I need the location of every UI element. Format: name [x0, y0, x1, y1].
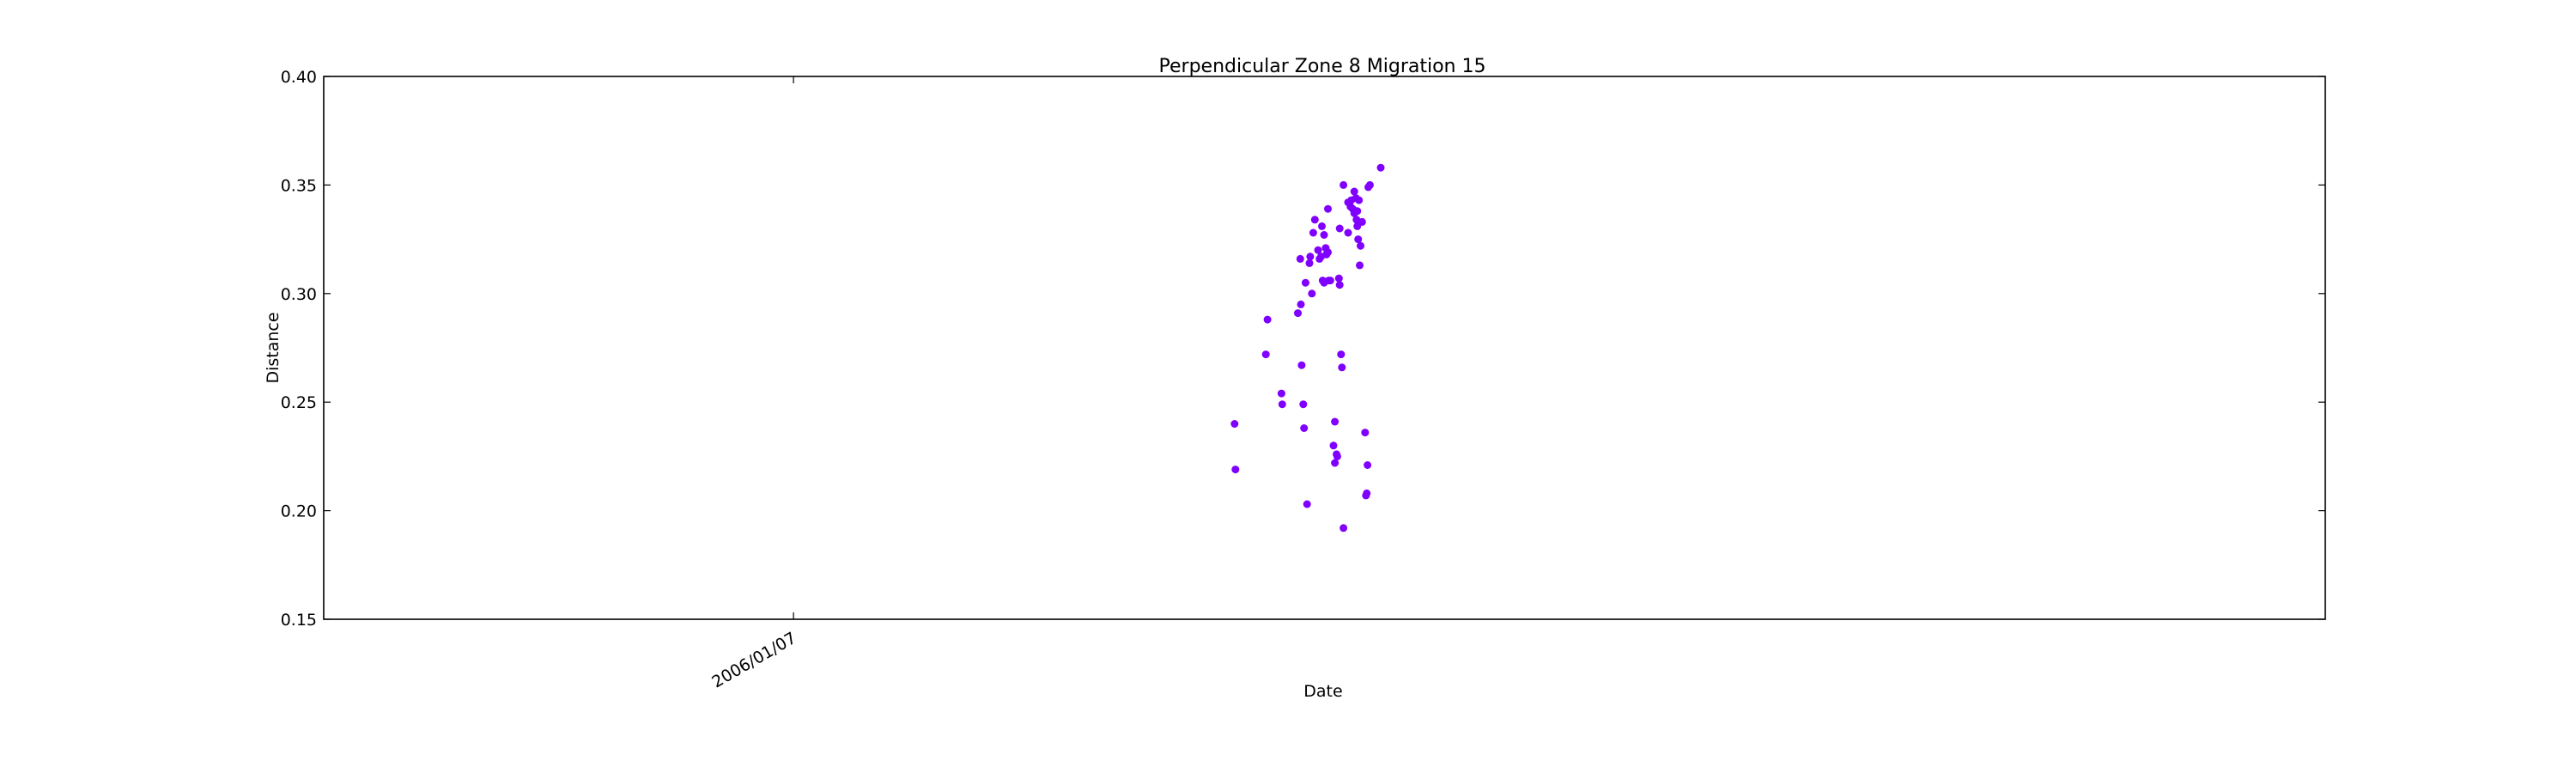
data-point	[1297, 361, 1306, 369]
data-points	[1230, 163, 1385, 533]
data-point	[1340, 524, 1348, 533]
x-axis-label: Date	[1303, 682, 1342, 701]
chart-title: Perpendicular Zone 8 Migration 15	[1159, 56, 1486, 77]
data-point	[1306, 253, 1315, 261]
data-point	[1309, 228, 1317, 237]
data-point	[1364, 461, 1372, 469]
data-point	[1318, 222, 1326, 230]
data-point	[1357, 241, 1364, 250]
data-point	[1326, 277, 1334, 285]
data-point	[1355, 196, 1364, 204]
data-point	[1314, 246, 1322, 254]
data-point	[1303, 500, 1311, 508]
data-point	[1231, 466, 1240, 474]
plot-area-frame	[323, 76, 2326, 620]
data-point	[1324, 248, 1332, 257]
data-point	[1353, 207, 1362, 216]
data-point	[1310, 216, 1319, 224]
data-point	[1335, 224, 1344, 233]
data-point	[1350, 187, 1358, 196]
data-point	[1376, 163, 1385, 172]
data-point	[1297, 300, 1305, 308]
data-point	[1294, 309, 1302, 318]
data-point	[1334, 274, 1343, 283]
data-point	[1329, 441, 1338, 450]
data-point	[1358, 217, 1366, 226]
data-point	[1365, 180, 1374, 189]
data-point	[1361, 429, 1370, 437]
data-point	[1340, 180, 1348, 189]
data-point	[1344, 228, 1352, 237]
data-point	[1333, 452, 1341, 460]
data-point	[1356, 261, 1364, 270]
data-point	[1354, 235, 1363, 244]
data-point	[1261, 350, 1270, 359]
data-point	[1230, 420, 1239, 428]
y-tick-label: 0.20	[281, 502, 317, 521]
data-point	[1335, 281, 1344, 289]
data-point	[1277, 389, 1285, 398]
y-tick-label: 0.35	[281, 176, 317, 195]
data-point	[1301, 278, 1309, 287]
y-tick-label: 0.15	[281, 611, 317, 630]
y-axis-label: Distance	[264, 312, 283, 383]
data-point	[1320, 231, 1328, 239]
data-point	[1299, 400, 1308, 409]
data-point	[1331, 459, 1340, 467]
y-tick-label: 0.40	[281, 68, 317, 87]
data-point	[1305, 259, 1314, 267]
data-point	[1308, 289, 1316, 298]
data-point	[1263, 315, 1272, 324]
y-tick-label: 0.30	[281, 285, 317, 304]
data-point	[1337, 350, 1346, 359]
data-point	[1324, 204, 1332, 213]
data-point	[1278, 400, 1286, 409]
data-point	[1331, 417, 1340, 426]
y-tick-label: 0.25	[281, 393, 317, 412]
data-point	[1296, 254, 1304, 263]
data-point	[1300, 424, 1309, 432]
data-point	[1338, 363, 1346, 372]
y-axis-ticks: 0.15 0.20 0.25 0.30 0.35 0.40	[281, 68, 2325, 630]
data-point	[1363, 489, 1371, 497]
